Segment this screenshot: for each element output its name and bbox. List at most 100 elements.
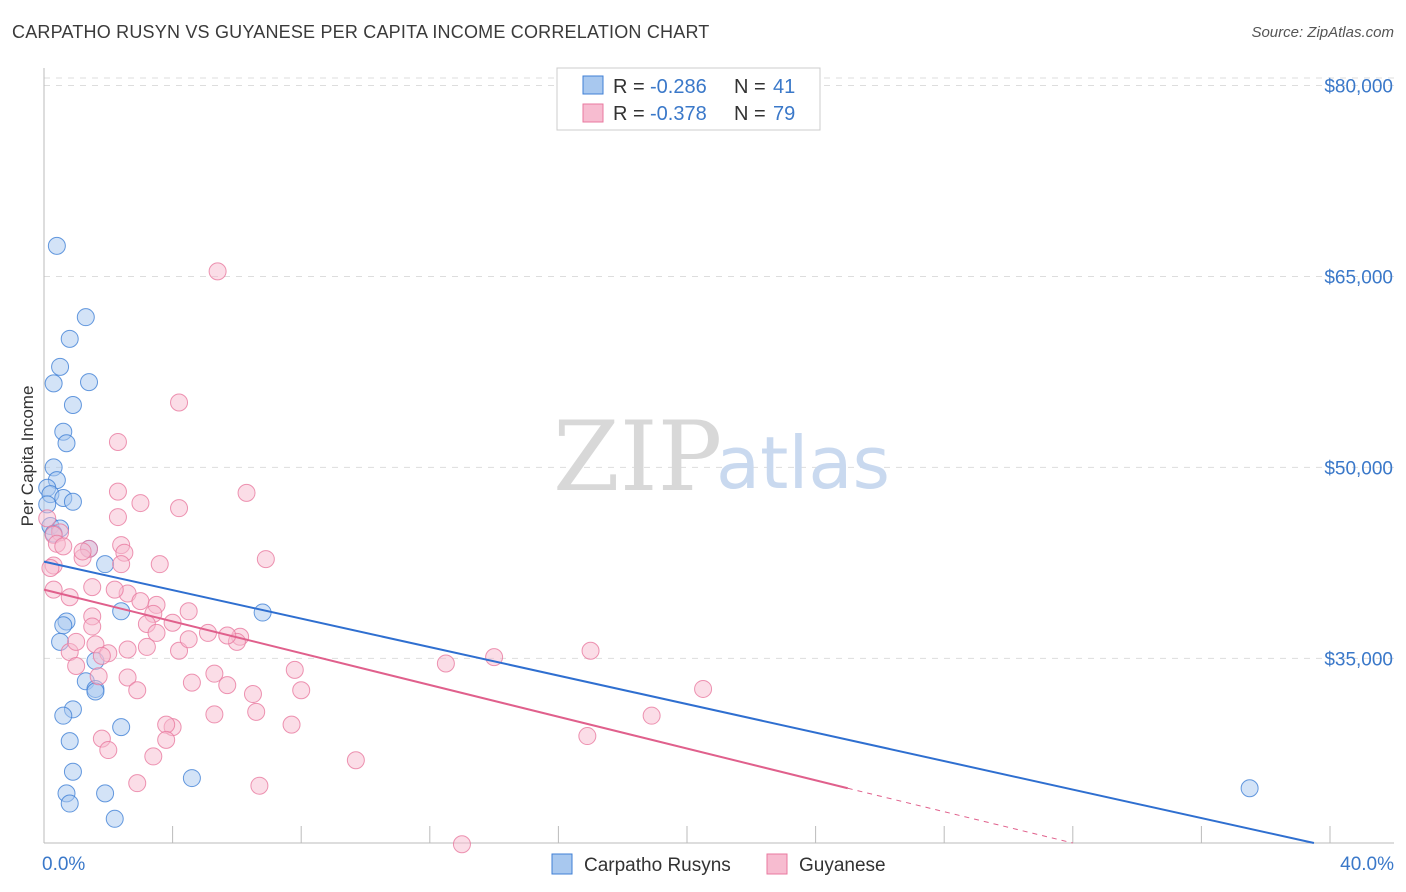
stats-n-blue: 41: [773, 76, 795, 98]
point-guyanese: [198, 623, 217, 642]
point-guyanese: [256, 550, 275, 569]
stats-r-blue: -0.286: [650, 76, 707, 98]
point-guyanese: [108, 482, 127, 501]
point-carpatho: [54, 706, 73, 725]
point-guyanese: [170, 641, 189, 660]
point-guyanese: [83, 578, 102, 597]
point-guyanese: [170, 393, 189, 412]
point-guyanese: [99, 741, 118, 760]
point-guyanese: [147, 623, 166, 642]
point-guyanese: [83, 617, 102, 636]
regression-guyanese-extension: [847, 787, 1073, 844]
point-carpatho: [47, 236, 66, 255]
point-guyanese: [108, 508, 127, 527]
point-guyanese: [436, 654, 455, 673]
point-carpatho: [182, 769, 201, 788]
point-guyanese: [346, 751, 365, 770]
stats-r-label-blue: R =: [613, 76, 645, 98]
point-guyanese: [108, 432, 127, 451]
point-guyanese: [150, 555, 169, 574]
y-tick-label: $50,000: [1324, 458, 1393, 479]
stats-n-label-pink: N =: [734, 103, 766, 125]
stats-r-pink: -0.378: [650, 103, 707, 125]
point-guyanese: [285, 660, 304, 679]
axes: [43, 68, 1394, 844]
data-points: [38, 236, 1259, 854]
series-legend: Carpatho Rusyns Guyanese: [551, 853, 886, 876]
legend-swatch-carpatho: [551, 853, 573, 875]
point-carpatho: [63, 396, 82, 415]
point-carpatho: [105, 809, 124, 828]
regression-carpatho: [43, 560, 1315, 844]
point-guyanese: [282, 715, 301, 734]
stats-legend: R = -0.286 N = 41 R = -0.378 N = 79: [556, 67, 821, 131]
y-tick-label: $35,000: [1324, 649, 1393, 670]
point-guyanese: [694, 679, 713, 698]
point-guyanese: [118, 668, 137, 687]
watermark-atlas: atlas: [716, 421, 890, 505]
y-tick-label: $65,000: [1324, 267, 1393, 288]
point-carpatho: [60, 329, 79, 348]
y-axis-title: Per Capita Income: [18, 386, 37, 527]
point-guyanese: [205, 664, 224, 683]
point-carpatho: [57, 434, 76, 453]
regression-lines: [43, 560, 1315, 844]
point-guyanese: [250, 776, 269, 795]
point-guyanese: [67, 657, 86, 676]
y-tick-label: $80,000: [1324, 76, 1393, 97]
point-guyanese: [247, 702, 266, 721]
stats-r-label-pink: R =: [613, 103, 645, 125]
point-guyanese: [105, 580, 124, 599]
point-guyanese: [92, 646, 111, 665]
point-guyanese: [67, 632, 86, 651]
point-guyanese: [137, 637, 156, 656]
stats-n-pink: 79: [773, 103, 795, 125]
point-carpatho: [112, 718, 131, 737]
legend-swatch-guyanese: [766, 853, 788, 875]
point-carpatho: [60, 794, 79, 813]
point-guyanese: [578, 727, 597, 746]
point-guyanese: [131, 494, 150, 513]
point-carpatho: [63, 492, 82, 511]
point-carpatho: [76, 308, 95, 327]
stats-swatch-blue: [582, 75, 604, 95]
point-guyanese: [182, 673, 201, 692]
x-tick-max: 40.0%: [1340, 854, 1394, 875]
point-carpatho: [1240, 779, 1259, 798]
watermark: ZIP atlas: [553, 401, 890, 513]
point-guyanese: [144, 747, 163, 766]
point-carpatho: [44, 374, 63, 393]
point-guyanese: [642, 706, 661, 725]
point-carpatho: [63, 762, 82, 781]
legend-label-guyanese: Guyanese: [799, 855, 886, 876]
point-guyanese: [208, 262, 227, 281]
point-guyanese: [243, 685, 262, 704]
point-carpatho: [54, 616, 73, 635]
watermark-zip: ZIP: [553, 401, 722, 513]
point-carpatho: [112, 602, 131, 621]
point-carpatho: [96, 555, 115, 574]
point-guyanese: [157, 730, 176, 749]
point-guyanese: [131, 592, 150, 611]
point-carpatho: [51, 357, 70, 376]
legend-label-carpatho: Carpatho Rusyns: [584, 855, 731, 876]
point-guyanese: [54, 537, 73, 556]
stats-n-label-blue: N =: [734, 76, 766, 98]
point-carpatho: [253, 603, 272, 622]
point-guyanese: [170, 499, 189, 518]
y-tick-labels: $35,000 $50,000 $65,000 $80,000: [1324, 76, 1393, 670]
point-guyanese: [292, 681, 311, 700]
x-tick-min: 0.0%: [42, 854, 85, 875]
point-guyanese: [73, 542, 92, 561]
point-carpatho: [86, 682, 105, 701]
chart-title: CARPATHO RUSYN VS GUYANESE PER CAPITA IN…: [12, 22, 710, 42]
point-guyanese: [128, 681, 147, 700]
point-guyanese: [218, 676, 237, 695]
point-guyanese: [179, 630, 198, 649]
point-guyanese: [452, 835, 471, 854]
point-guyanese: [38, 509, 57, 528]
x-tick-labels: 0.0% 40.0%: [42, 854, 1394, 875]
point-guyanese: [118, 640, 137, 659]
point-carpatho: [96, 784, 115, 803]
